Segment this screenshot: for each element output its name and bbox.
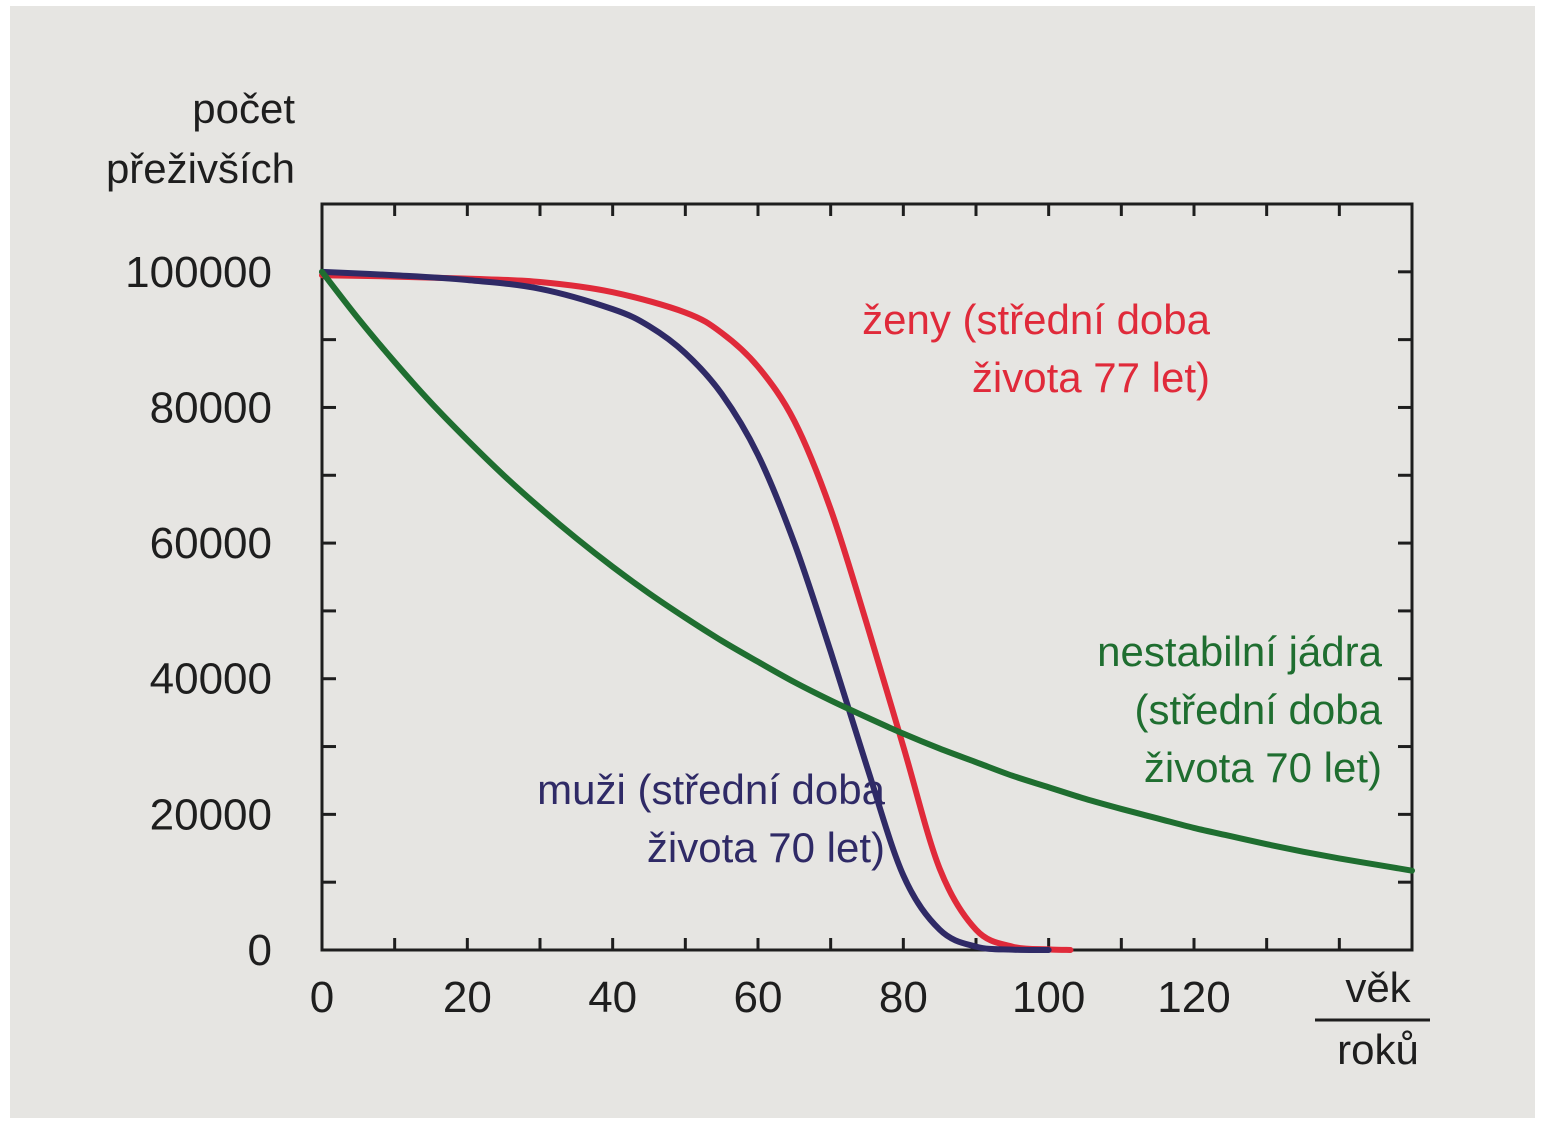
x-tick-label: 80 <box>879 973 928 1022</box>
series-line-jadra <box>319 268 1415 874</box>
label-zeny-line-1: ženy (střední doba <box>862 296 1211 343</box>
x-axis-title-denominator: roků <box>1337 1026 1419 1073</box>
label-muzi-line-1: muži (střední doba <box>537 766 885 813</box>
x-axis-title-numerator: věk <box>1345 964 1411 1011</box>
y-axis-title-line-2: přeživších <box>106 145 295 192</box>
x-tick-label: 120 <box>1157 973 1230 1022</box>
y-tick-label: 100000 <box>125 248 272 297</box>
page: počet přeživších 0 20 40 60 80 100 120 0 20000 40… <box>10 6 1535 1118</box>
label-muzi-line-2: života 70 let) <box>647 824 885 871</box>
x-tick-label: 60 <box>734 973 783 1022</box>
x-tick-label: 20 <box>443 973 492 1022</box>
survival-chart: počet přeživších 0 20 40 60 80 100 120 0 20000 40… <box>106 85 1430 1073</box>
axis-tick-labels: 0 20 40 60 80 100 120 0 20000 40000 60000 80000 1000… <box>125 248 1231 1022</box>
series-line-muzi <box>319 268 1052 954</box>
label-zeny-line-2: života 77 let) <box>972 354 1210 401</box>
plot-frame <box>320 202 1414 952</box>
label-jadra-line-3: života 70 let) <box>1144 744 1382 791</box>
x-tick-label: 100 <box>1012 973 1085 1022</box>
label-zeny: ženy (střední doba života 77 let) <box>862 296 1211 401</box>
y-axis-title-line-1: počet <box>192 85 295 132</box>
y-tick-label: 0 <box>248 926 272 975</box>
label-muzi: muži (střední doba života 70 let) <box>537 766 885 871</box>
axis-ticks <box>322 204 1412 950</box>
label-jadra-line-2: (střední doba <box>1135 686 1383 733</box>
x-tick-label: 0 <box>310 973 334 1022</box>
y-tick-label: 40000 <box>150 655 272 704</box>
series-lines <box>319 268 1415 954</box>
label-jadra-line-1: nestabilní jádra <box>1097 628 1382 675</box>
y-tick-label: 80000 <box>150 383 272 432</box>
y-tick-label: 60000 <box>150 519 272 568</box>
x-tick-label: 40 <box>588 973 637 1022</box>
series-line-zeny <box>319 272 1074 953</box>
y-tick-label: 20000 <box>150 790 272 839</box>
label-jadra: nestabilní jádra (střední doba života 70… <box>1097 628 1382 791</box>
